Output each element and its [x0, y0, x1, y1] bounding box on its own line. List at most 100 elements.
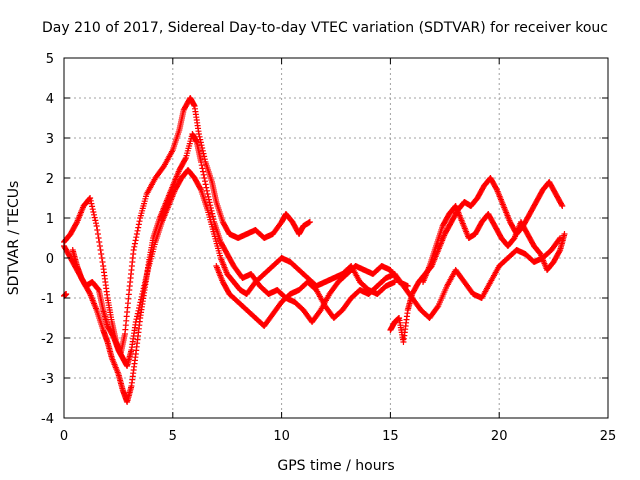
data-point [134, 313, 141, 320]
data-point [145, 265, 152, 272]
data-point [86, 289, 93, 296]
data-point [205, 193, 212, 200]
y-tick-label: 5 [46, 52, 54, 67]
y-tick-label: 2 [46, 172, 54, 187]
x-tick-label: 10 [273, 429, 290, 444]
data-marks [61, 95, 568, 405]
data-point [131, 243, 138, 250]
data-point [95, 235, 102, 241]
data-point [202, 181, 209, 188]
data-point [143, 274, 150, 281]
data-point [203, 184, 210, 191]
data-point [88, 200, 95, 207]
data-point [98, 255, 105, 261]
satellite-track-1 [61, 95, 313, 357]
data-point [195, 131, 202, 137]
data-point [200, 168, 207, 175]
data-point [204, 191, 211, 197]
data-point [96, 243, 103, 249]
grid [64, 58, 608, 418]
data-point [208, 207, 215, 214]
data-point [91, 214, 98, 221]
data-point [493, 185, 500, 192]
satellite-track-6 [420, 203, 568, 285]
data-point [198, 159, 205, 165]
data-point [141, 282, 148, 289]
x-tick-label: 0 [60, 429, 68, 444]
y-tick-label: -2 [41, 332, 54, 347]
y-tick-label: 1 [46, 212, 54, 227]
data-point [209, 213, 216, 220]
data-point [132, 319, 139, 325]
data-point [96, 239, 103, 245]
data-point [89, 206, 96, 213]
data-point [140, 285, 147, 292]
data-point [130, 247, 137, 253]
data-point [139, 291, 146, 297]
x-axis-label: GPS time / hours [277, 458, 394, 474]
data-point [134, 310, 141, 317]
data-point [94, 227, 101, 233]
data-point [132, 237, 139, 244]
data-point [136, 305, 143, 311]
data-point [199, 147, 206, 154]
data-point [135, 307, 142, 314]
data-point [87, 197, 94, 204]
data-point [135, 224, 142, 231]
x-tick-label: 20 [491, 429, 508, 444]
data-point [182, 156, 189, 163]
data-point [99, 259, 106, 265]
y-tick-label: 0 [46, 252, 54, 267]
x-tick-label: 5 [169, 429, 177, 444]
data-point [134, 227, 141, 234]
data-point [92, 220, 99, 227]
data-point [198, 162, 205, 169]
y-tick-label: -4 [41, 412, 54, 427]
data-point [197, 185, 204, 192]
chart-title: Day 210 of 2017, Sidereal Day-to-day VTE… [42, 20, 608, 36]
data-point [136, 302, 143, 309]
data-point [93, 223, 100, 229]
data-point [135, 221, 142, 228]
data-point [90, 209, 97, 215]
data-point [198, 142, 205, 149]
data-point [201, 175, 208, 181]
data-point [200, 171, 207, 178]
data-point [196, 133, 203, 140]
data-point [199, 165, 206, 172]
data-point [138, 293, 145, 300]
data-point [87, 195, 94, 201]
data-point [207, 202, 214, 209]
data-point [561, 231, 568, 237]
data-point [89, 203, 96, 210]
data-point [138, 296, 145, 303]
data-point [559, 203, 566, 209]
y-tick-label: -3 [41, 372, 54, 387]
data-point [137, 299, 144, 306]
x-tick-label: 25 [600, 429, 617, 444]
y-tick-label: 4 [46, 92, 54, 107]
data-point [209, 210, 216, 217]
satellite-track-5 [387, 175, 566, 345]
y-axis-label: SDTVAR / TECUs [6, 181, 22, 296]
data-point [202, 178, 209, 185]
data-point [73, 220, 80, 227]
data-point [558, 201, 565, 208]
data-point [144, 268, 151, 275]
data-point [92, 217, 99, 224]
data-point [141, 279, 148, 286]
data-point [131, 240, 138, 247]
y-tick-label: 3 [46, 132, 54, 147]
data-point [133, 316, 140, 323]
data-point [133, 231, 140, 237]
axis-ticks: 0 5 10 15 20 25 -4 -3 -2 -1 0 1 2 3 4 5 [41, 52, 616, 444]
data-point [94, 231, 101, 237]
satellite-track-3 [69, 167, 398, 369]
data-point [91, 211, 98, 218]
plot-frame [63, 57, 609, 419]
satellite-track-4 [213, 235, 564, 329]
data-point [203, 187, 210, 194]
data-point [142, 277, 149, 283]
data-point [556, 248, 563, 255]
